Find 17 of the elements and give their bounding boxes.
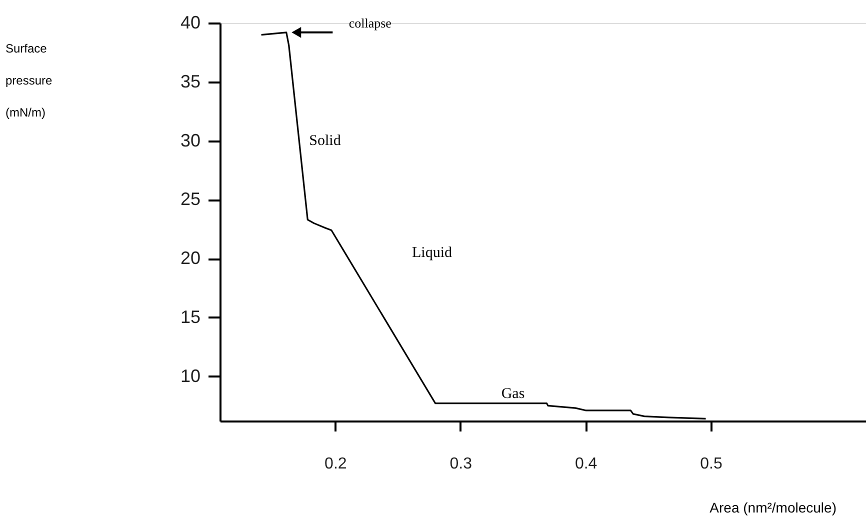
x-tick-label: 0.5 (700, 456, 722, 472)
y-tick-label: 15 (180, 306, 200, 327)
annotation: Liquid (412, 245, 452, 261)
x-tick-label: 0.4 (574, 456, 598, 472)
text: Surface pressure (mN/m) (6, 42, 52, 120)
x-axis-title: Area (nm²/molecule) (710, 500, 836, 516)
annotation: Solid (309, 133, 342, 149)
y-tick-label: 35 (180, 71, 200, 92)
x-tick-label: 0.2 (324, 456, 347, 472)
annotation: Gas (501, 386, 525, 402)
y-tick-label: 20 (180, 248, 200, 268)
y-tick-label: 40 (180, 12, 200, 32)
y-tick-label: 25 (180, 189, 200, 210)
y-tick-label: 10 (180, 366, 200, 386)
x-tick-label: 0.3 (450, 456, 472, 472)
y-tick-label: 30 (180, 130, 200, 150)
annotation: collapse (348, 15, 392, 30)
